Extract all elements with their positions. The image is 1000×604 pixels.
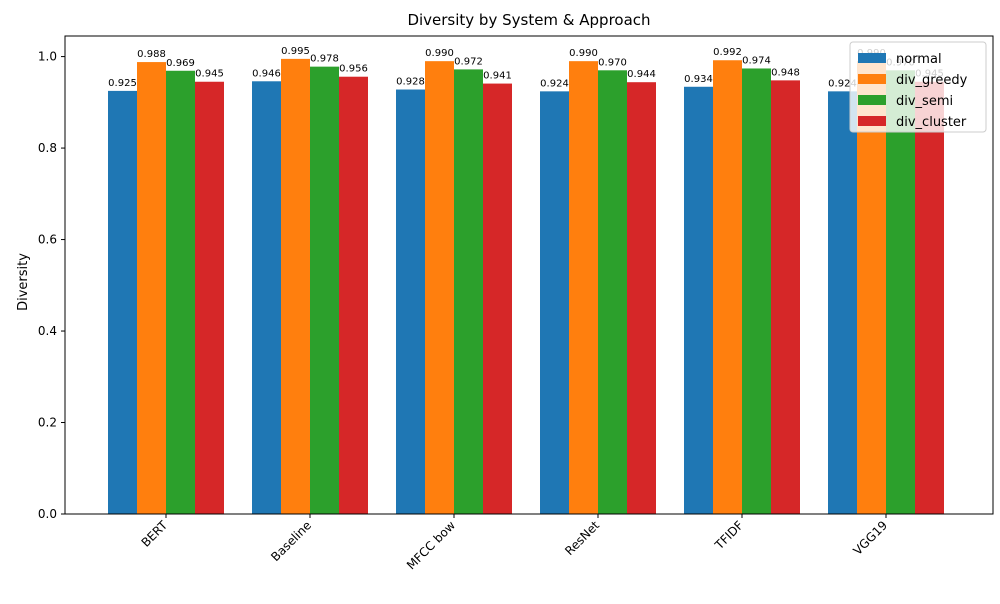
bar-value-label: 0.924 bbox=[828, 78, 857, 89]
bar-div_semi-4 bbox=[742, 68, 771, 514]
bar-value-label: 0.990 bbox=[569, 48, 598, 59]
bar-value-label: 0.995 bbox=[281, 46, 310, 57]
bar-value-label: 0.988 bbox=[137, 49, 166, 60]
bar-value-label: 0.992 bbox=[713, 47, 742, 58]
x-tick-label: BERT bbox=[139, 518, 171, 550]
bar-div_cluster-4 bbox=[771, 80, 800, 514]
bar-div_semi-0 bbox=[166, 70, 195, 514]
bar-normal-4 bbox=[684, 86, 713, 515]
plot-frame bbox=[64, 35, 994, 515]
bar-value-label: 0.941 bbox=[483, 71, 512, 82]
legend-swatch-div_cluster bbox=[858, 116, 886, 126]
chart-title: Diversity by System & Approach bbox=[407, 11, 650, 29]
bar-div_cluster-2 bbox=[483, 83, 512, 514]
bar-div_cluster-0 bbox=[195, 81, 224, 514]
y-tick-label: 0.2 bbox=[38, 416, 57, 430]
bar-value-label: 0.934 bbox=[684, 74, 713, 85]
x-tick-label: ResNet bbox=[562, 518, 602, 558]
bar-value-label: 0.924 bbox=[540, 78, 569, 89]
bar-div_greedy-5 bbox=[857, 61, 886, 514]
x-tick-label: MFCC bow bbox=[404, 518, 458, 572]
bar-value-label: 0.972 bbox=[454, 56, 483, 67]
bar-div_greedy-3 bbox=[569, 61, 598, 514]
bar-value-label: 0.925 bbox=[108, 78, 137, 89]
bar-value-label: 0.948 bbox=[771, 67, 800, 78]
y-tick-label: 0.6 bbox=[38, 233, 57, 247]
bar-div_semi-2 bbox=[454, 69, 483, 514]
y-tick-label: 0.4 bbox=[38, 324, 57, 338]
bar-value-label: 0.969 bbox=[166, 58, 195, 69]
legend-label-div_greedy: div_greedy bbox=[896, 73, 968, 88]
legend-label-div_semi: div_semi bbox=[896, 94, 953, 109]
bar-div_cluster-3 bbox=[627, 82, 656, 515]
bar-value-label: 0.946 bbox=[252, 68, 281, 79]
x-tick-label: VGG19 bbox=[850, 518, 890, 558]
bar-normal-3 bbox=[540, 91, 569, 515]
legend: normal div_greedy div_semi div_cluster bbox=[849, 41, 987, 133]
bar-normal-5 bbox=[828, 91, 857, 515]
y-axis-label: Diversity bbox=[16, 253, 31, 311]
legend-box bbox=[849, 41, 987, 133]
bar-normal-2 bbox=[396, 89, 425, 514]
bar-div_greedy-4 bbox=[713, 60, 742, 514]
bar-div_greedy-0 bbox=[137, 62, 166, 515]
legend-label-div_cluster: div_cluster bbox=[896, 115, 967, 130]
bar-div_greedy-1 bbox=[281, 58, 310, 514]
x-tick-label: TFIDF bbox=[712, 518, 747, 553]
bar-value-label: 0.944 bbox=[627, 69, 656, 80]
x-tick-label: Baseline bbox=[268, 518, 314, 564]
bar-div_cluster-1 bbox=[339, 76, 368, 514]
bar-div_semi-1 bbox=[310, 66, 339, 515]
bar-div_greedy-2 bbox=[425, 61, 454, 514]
bar-div_semi-3 bbox=[598, 70, 627, 515]
bar-div_cluster-5 bbox=[915, 81, 944, 514]
bar-value-label: 0.928 bbox=[396, 77, 425, 88]
bar-value-label: 0.970 bbox=[598, 57, 627, 68]
legend-swatch-div_greedy bbox=[858, 74, 886, 84]
y-tick-label: 1.0 bbox=[38, 50, 57, 64]
legend-swatch-div_semi bbox=[858, 95, 886, 105]
bar-value-label: 0.974 bbox=[742, 55, 771, 66]
bar-div_semi-5 bbox=[886, 70, 915, 515]
bar-value-label: 0.978 bbox=[310, 54, 339, 65]
bar-normal-1 bbox=[252, 81, 281, 514]
legend-label-normal: normal bbox=[896, 52, 942, 67]
legend-swatch-normal bbox=[858, 53, 886, 63]
y-tick-label: 0.8 bbox=[38, 141, 57, 155]
bar-value-label: 0.990 bbox=[425, 48, 454, 59]
bar-value-label: 0.945 bbox=[195, 69, 224, 80]
bar-value-label: 0.956 bbox=[339, 64, 368, 75]
bar-normal-0 bbox=[108, 90, 137, 514]
y-tick-label: 0.0 bbox=[38, 507, 57, 521]
